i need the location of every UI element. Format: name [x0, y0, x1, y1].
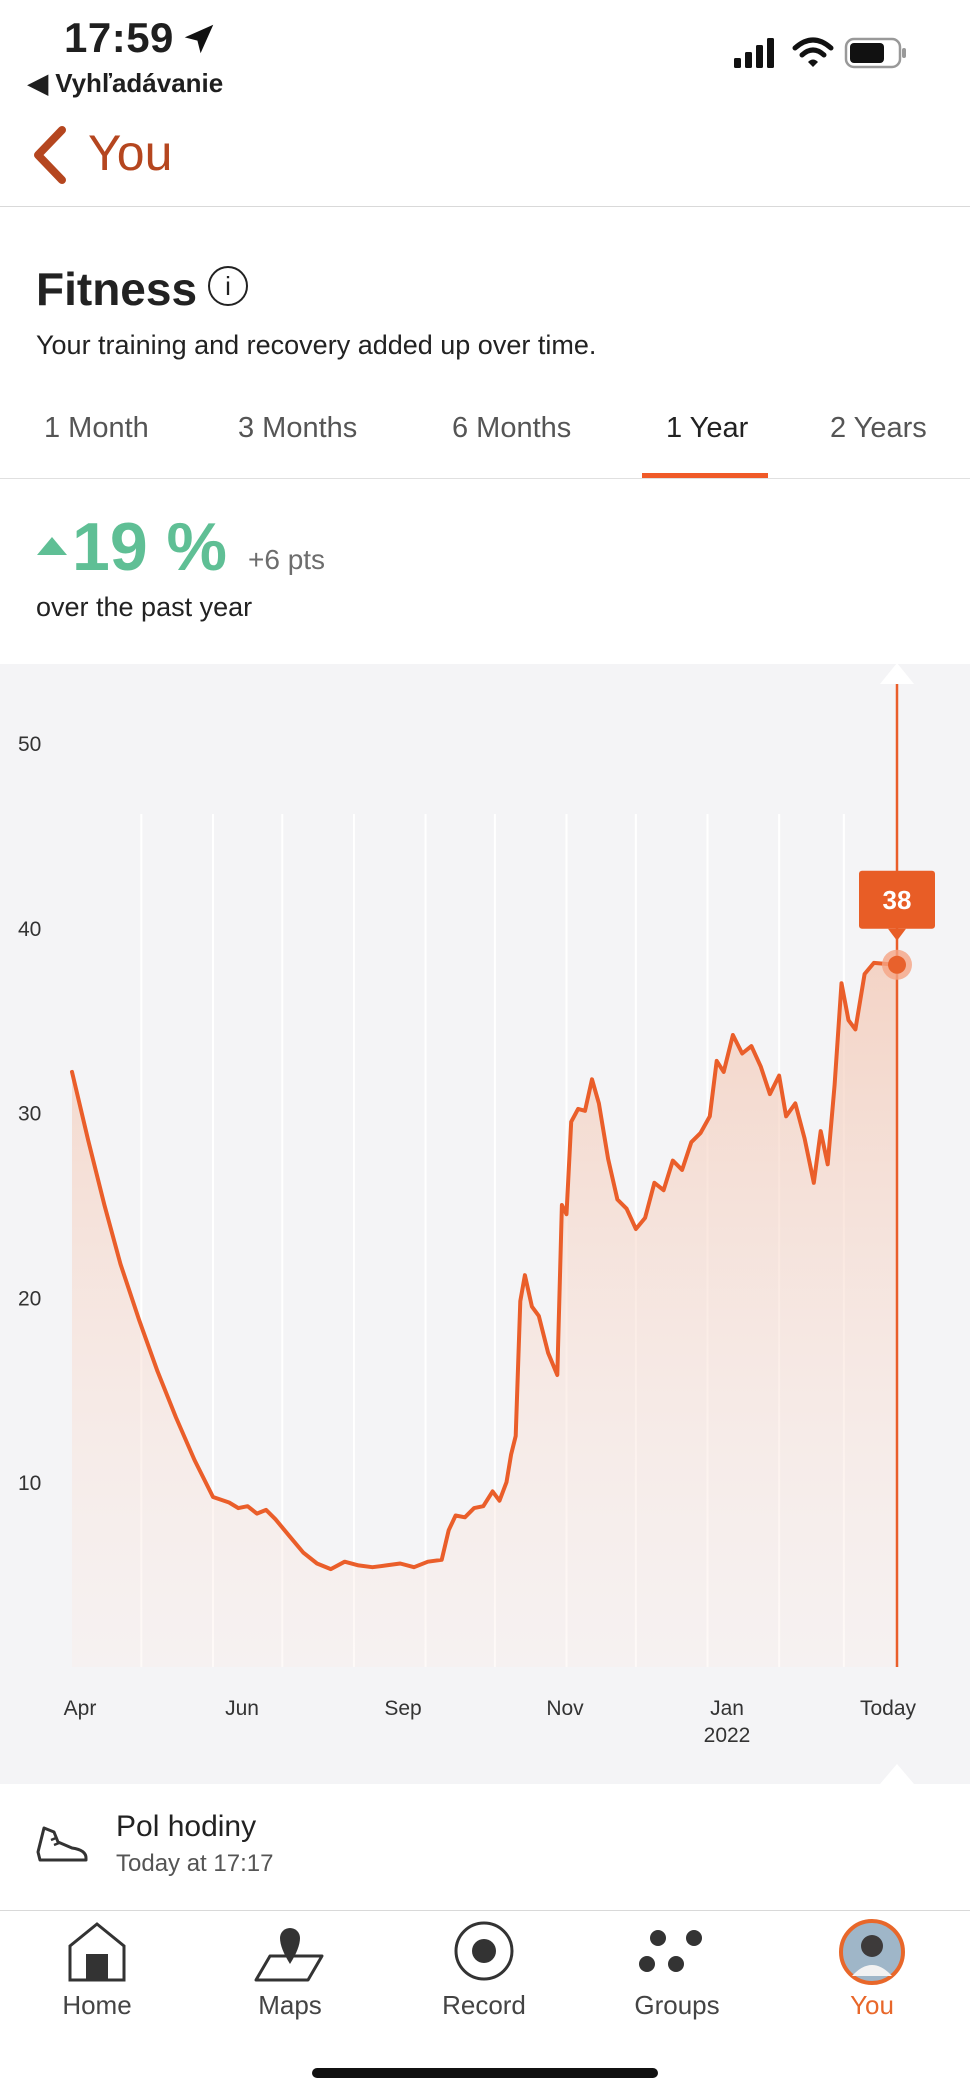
- y-tick-label: 40: [18, 918, 41, 941]
- tab-1-year[interactable]: 1 Year: [666, 412, 749, 444]
- fitness-chart[interactable]: 38 10 20 30 40 50 Apr Jun Sep Nov Jan 2022 Today: [0, 664, 970, 1784]
- nav-divider: [0, 206, 970, 207]
- back-to-app-link[interactable]: ◀ Vyhľadávanie: [28, 68, 224, 98]
- avatar-icon: [839, 1919, 905, 1985]
- tabs-divider: [0, 478, 970, 479]
- current-point: [888, 955, 906, 974]
- tabbar-maps-label: Maps: [258, 1990, 322, 2020]
- info-icon[interactable]: i: [208, 266, 248, 306]
- tab-3-months[interactable]: 3 Months: [238, 412, 358, 444]
- tabbar-maps[interactable]: Maps: [225, 1918, 355, 2020]
- x-tick-label: Apr: [64, 1697, 97, 1720]
- fitness-subtitle: Your training and recovery added up over…: [36, 330, 597, 360]
- fitness-title: Fitness: [36, 263, 198, 315]
- status-time: 17:59: [64, 14, 174, 61]
- back-chevron-icon[interactable]: [30, 126, 70, 184]
- tabbar-groups[interactable]: Groups: [612, 1918, 742, 2020]
- latest-activity-row[interactable]: [0, 1784, 970, 1910]
- signal-icon: [734, 38, 774, 68]
- y-tick-label: 10: [18, 1472, 41, 1495]
- tabbar-groups-label: Groups: [634, 1990, 720, 2020]
- active-tab-indicator: [642, 473, 768, 478]
- fitness-area: [72, 962, 897, 1667]
- fitness-change-percent: 19 %: [72, 509, 227, 585]
- maps-icon: [254, 1928, 324, 1982]
- tabbar-you-label: You: [850, 1990, 894, 2020]
- activity-time: Today at 17:17: [116, 1850, 274, 1877]
- location-arrow-icon: [184, 24, 214, 54]
- record-icon: [454, 1921, 514, 1981]
- x-tick-label: Today: [860, 1697, 917, 1720]
- tab-1-month[interactable]: 1 Month: [44, 412, 149, 444]
- tabbar-you[interactable]: You: [807, 1918, 937, 2020]
- tab-2-years[interactable]: 2 Years: [830, 412, 927, 444]
- current-value-label: 38: [883, 885, 912, 915]
- chart-bottom-notch: [880, 1764, 914, 1784]
- x-tick-label: Jan: [710, 1697, 744, 1720]
- x-axis-labels: Apr Jun Sep Nov Jan 2022 Today: [64, 1697, 917, 1747]
- tabbar-record[interactable]: Record: [419, 1918, 549, 2020]
- y-tick-label: 20: [18, 1287, 41, 1310]
- y-tick-label: 30: [18, 1103, 41, 1126]
- y-axis-labels: 10 20 30 40 50: [18, 733, 41, 1495]
- fitness-change-period: over the past year: [36, 592, 253, 622]
- shoe-icon: [36, 1826, 88, 1862]
- x-tick-label: Jun: [225, 1697, 259, 1720]
- x-tick-sublabel: 2022: [704, 1724, 751, 1747]
- home-indicator: [312, 2068, 658, 2078]
- chart-top-notch: [880, 664, 914, 684]
- trend-up-icon: [37, 537, 67, 555]
- tabbar-record-label: Record: [442, 1990, 526, 2020]
- x-tick-label: Sep: [384, 1697, 421, 1720]
- battery-icon: [844, 37, 906, 69]
- x-tick-label: Nov: [546, 1697, 584, 1720]
- tabbar-home[interactable]: Home: [32, 1918, 162, 2020]
- fitness-change-points: +6 pts: [248, 544, 326, 575]
- page-title: You: [88, 125, 173, 181]
- fitness-line: [70, 960, 899, 1572]
- groups-icon: [639, 1930, 702, 1972]
- tabbar-divider: [0, 1910, 970, 1911]
- home-icon: [68, 1922, 126, 1982]
- wifi-icon: [792, 37, 834, 67]
- activity-name: Pol hodiny: [116, 1810, 257, 1843]
- tab-6-months[interactable]: 6 Months: [452, 412, 572, 444]
- tabbar-home-label: Home: [62, 1990, 132, 2020]
- y-tick-label: 50: [18, 733, 41, 756]
- current-value-tag: 38: [859, 870, 935, 941]
